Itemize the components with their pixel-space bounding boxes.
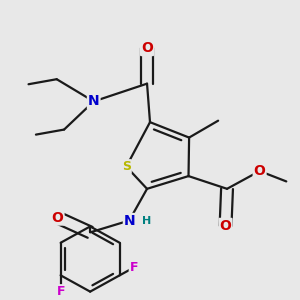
Text: O: O bbox=[220, 219, 232, 233]
Text: O: O bbox=[52, 211, 64, 225]
Text: O: O bbox=[254, 164, 266, 178]
Text: S: S bbox=[122, 160, 131, 173]
Text: O: O bbox=[141, 41, 153, 55]
Text: N: N bbox=[88, 94, 100, 108]
Text: H: H bbox=[142, 215, 151, 226]
Text: N: N bbox=[123, 214, 135, 227]
Text: F: F bbox=[56, 285, 65, 298]
Text: F: F bbox=[130, 261, 138, 274]
